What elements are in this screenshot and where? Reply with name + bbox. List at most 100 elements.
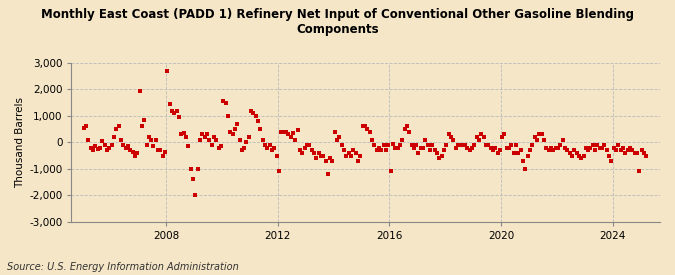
Point <box>387 141 398 146</box>
Point <box>455 143 466 147</box>
Point <box>92 147 103 151</box>
Point <box>502 145 512 150</box>
Point <box>583 148 593 153</box>
Point <box>481 143 491 147</box>
Point <box>622 148 633 153</box>
Point <box>490 145 501 150</box>
Point <box>432 151 443 155</box>
Point <box>457 143 468 147</box>
Point <box>439 148 450 153</box>
Point <box>516 148 526 153</box>
Point <box>520 167 531 171</box>
Point <box>113 124 124 129</box>
Point <box>139 118 150 122</box>
Point <box>146 138 157 142</box>
Point <box>265 143 275 147</box>
Point <box>548 148 559 153</box>
Point <box>385 169 396 174</box>
Point <box>178 131 189 135</box>
Point <box>344 151 354 155</box>
Point <box>550 145 561 150</box>
Point <box>292 128 303 133</box>
Point <box>553 145 564 150</box>
Point <box>304 143 315 147</box>
Point <box>404 130 414 134</box>
Point <box>269 145 279 150</box>
Point <box>369 143 380 147</box>
Point <box>334 135 345 139</box>
Point <box>132 151 142 155</box>
Point <box>288 131 298 135</box>
Point <box>350 151 361 155</box>
Point <box>527 143 538 147</box>
Point <box>392 145 403 150</box>
Point <box>506 143 517 147</box>
Point <box>637 148 647 153</box>
Point <box>532 138 543 142</box>
Point <box>202 132 213 137</box>
Point <box>325 156 335 160</box>
Point <box>297 151 308 155</box>
Point <box>576 156 587 160</box>
Point <box>352 159 363 163</box>
Point <box>541 145 551 150</box>
Point <box>413 151 424 155</box>
Point <box>580 145 591 150</box>
Point <box>99 143 110 147</box>
Point <box>81 124 92 129</box>
Point <box>331 138 342 142</box>
Point <box>341 153 352 158</box>
Point <box>601 148 612 153</box>
Point <box>571 151 582 155</box>
Point <box>511 143 522 147</box>
Point <box>271 153 282 158</box>
Point <box>460 143 470 147</box>
Point <box>402 124 412 129</box>
Point <box>234 138 245 142</box>
Point <box>252 119 263 123</box>
Point <box>592 143 603 147</box>
Point <box>627 148 638 153</box>
Point <box>302 143 313 147</box>
Point <box>443 132 454 137</box>
Point <box>127 149 138 154</box>
Point <box>597 145 608 150</box>
Point <box>160 149 171 154</box>
Point <box>308 151 319 155</box>
Point <box>327 159 338 163</box>
Point <box>425 148 435 153</box>
Point <box>223 114 234 118</box>
Point <box>539 138 549 142</box>
Point <box>246 108 256 113</box>
Point <box>104 145 115 150</box>
Point <box>560 145 570 150</box>
Point <box>590 148 601 153</box>
Point <box>230 127 240 131</box>
Point <box>310 156 321 160</box>
Point <box>453 143 464 147</box>
Point <box>186 167 196 171</box>
Point <box>478 135 489 139</box>
Point <box>499 132 510 137</box>
Point <box>620 151 630 155</box>
Point <box>557 138 568 142</box>
Point <box>483 143 493 147</box>
Point <box>504 145 514 150</box>
Point <box>176 132 187 137</box>
Point <box>283 132 294 137</box>
Point <box>367 138 377 142</box>
Point <box>211 138 221 142</box>
Point <box>476 132 487 137</box>
Point <box>529 135 540 139</box>
Point <box>360 124 371 129</box>
Point <box>267 148 277 153</box>
Point <box>250 114 261 118</box>
Point <box>329 130 340 134</box>
Point <box>471 135 482 139</box>
Point <box>578 153 589 158</box>
Point <box>95 145 105 150</box>
Point <box>148 144 159 148</box>
Point <box>257 138 268 142</box>
Point <box>574 153 585 158</box>
Point <box>408 145 419 150</box>
